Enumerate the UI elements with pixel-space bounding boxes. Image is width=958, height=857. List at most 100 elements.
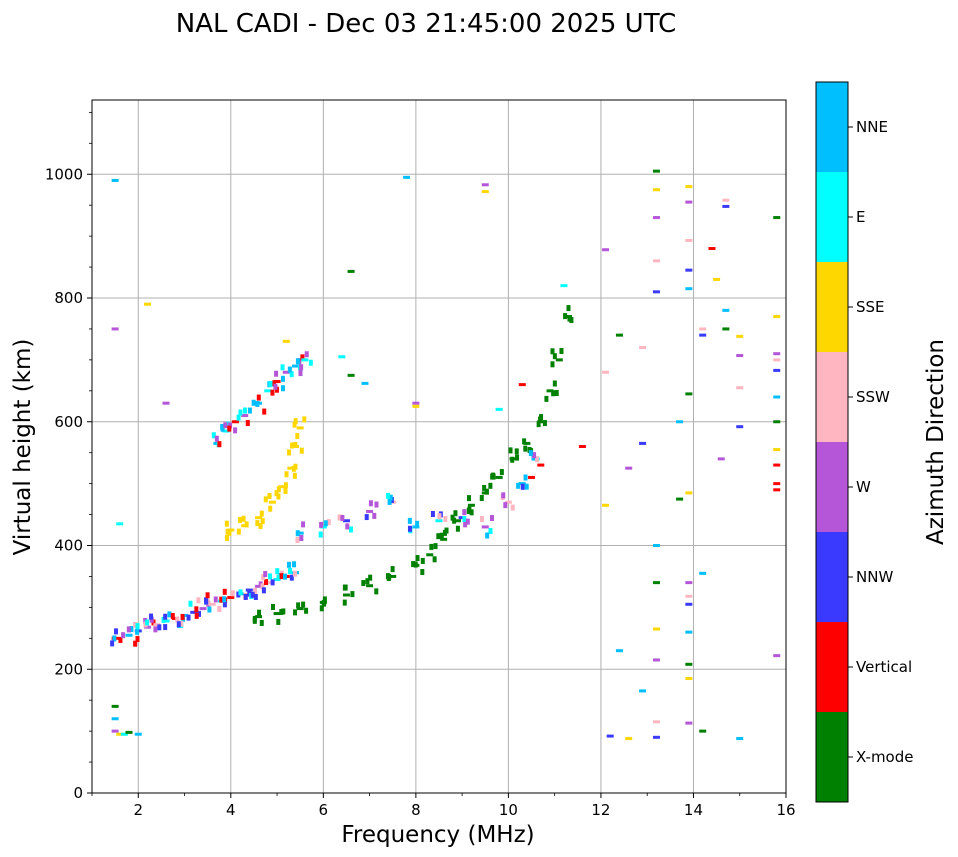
echo-point — [528, 450, 533, 457]
echo-point — [276, 618, 281, 625]
echo-point — [319, 525, 327, 529]
echo-point — [499, 469, 504, 476]
echo-point — [110, 640, 115, 647]
echo-point — [162, 401, 170, 405]
echo-point — [455, 525, 460, 532]
echo-point — [722, 308, 730, 312]
echo-point — [292, 570, 297, 577]
echo-point — [736, 737, 744, 741]
echo-point — [256, 394, 261, 401]
echo-point — [222, 429, 230, 433]
echo-point — [522, 438, 527, 445]
echo-point — [289, 574, 294, 581]
echo-point — [736, 386, 744, 390]
echo-point — [411, 561, 416, 568]
echo-point — [528, 475, 536, 479]
echo-point — [386, 574, 391, 581]
echo-point — [532, 452, 537, 459]
echo-point — [439, 532, 444, 539]
echo-point — [299, 447, 304, 454]
echo-point — [559, 348, 564, 355]
echo-point — [625, 466, 633, 470]
echo-point — [145, 619, 150, 626]
echo-point — [430, 510, 435, 517]
echo-point — [652, 627, 660, 631]
x-tick-label: 6 — [319, 801, 329, 819]
echo-point — [268, 505, 273, 512]
echo-point — [302, 416, 307, 423]
echo-point — [652, 581, 660, 585]
echo-point — [231, 420, 239, 424]
echo-point — [274, 370, 279, 377]
echo-point — [685, 630, 693, 634]
echo-point — [227, 529, 232, 536]
echo-point — [196, 597, 201, 604]
x-tick-label: 10 — [499, 801, 518, 819]
echo-point — [245, 588, 253, 592]
x-tick-label: 14 — [684, 801, 703, 819]
echo-point — [495, 407, 503, 411]
echo-point — [652, 188, 660, 192]
echo-point — [516, 482, 521, 489]
echo-point — [186, 614, 191, 621]
echo-point — [736, 334, 744, 338]
echo-point — [510, 504, 515, 511]
echo-point — [308, 359, 313, 366]
colorbar-tick-label: X-mode — [856, 748, 913, 766]
echo-point — [263, 579, 268, 586]
echo-point — [652, 259, 660, 263]
echo-point — [283, 482, 288, 489]
echo-point — [259, 510, 264, 517]
echo-point — [295, 530, 300, 537]
echo-point — [228, 422, 233, 429]
plot-area-frame — [91, 99, 787, 794]
echo-point — [488, 527, 493, 534]
echo-point — [296, 607, 304, 611]
colorbar-tick-label: Vertical — [856, 658, 912, 676]
echo-point — [652, 720, 660, 724]
echo-point — [238, 409, 243, 416]
echo-point — [412, 401, 420, 405]
echo-point — [736, 354, 744, 358]
echo-point — [523, 474, 528, 481]
echo-point — [211, 432, 216, 439]
echo-point — [319, 521, 324, 528]
echo-point — [479, 494, 484, 501]
echo-point — [527, 447, 532, 454]
echo-point — [111, 178, 119, 182]
echo-point — [241, 414, 249, 418]
echo-point — [435, 519, 443, 523]
y-tick-label: 0 — [73, 784, 83, 802]
echo-point — [699, 729, 707, 733]
x-tick-label: 2 — [133, 801, 143, 819]
echo-point — [149, 613, 154, 620]
echo-point — [188, 600, 193, 607]
echo-point — [149, 616, 154, 623]
echo-point — [304, 351, 309, 358]
echo-point — [287, 366, 292, 373]
echo-point — [374, 588, 379, 595]
echo-point — [236, 414, 241, 421]
echo-point — [685, 268, 693, 272]
echo-point — [342, 519, 350, 523]
echo-point — [566, 305, 571, 312]
echo-point — [338, 355, 346, 359]
echo-point — [481, 190, 489, 194]
echo-point — [463, 521, 468, 528]
echo-point — [301, 358, 309, 362]
echo-point — [276, 486, 281, 493]
echo-point — [685, 662, 693, 666]
echo-point — [157, 624, 162, 631]
echo-point — [481, 525, 489, 529]
echo-point — [504, 500, 512, 504]
echo-point — [322, 596, 327, 603]
x-axis-label: Frequency (MHz) — [341, 822, 534, 848]
echo-point — [223, 422, 228, 429]
echo-point — [652, 544, 660, 547]
echo-point — [253, 587, 258, 594]
echo-point — [466, 495, 471, 502]
echo-point — [368, 500, 373, 507]
echo-point — [163, 613, 168, 620]
echo-point — [194, 612, 199, 619]
echo-point — [708, 247, 716, 250]
